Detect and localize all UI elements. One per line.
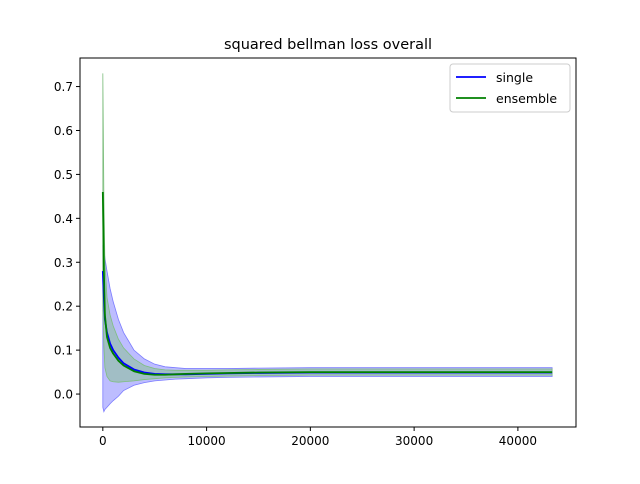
y-tick-label: 0.2 (54, 300, 73, 314)
y-axis: 0.0 0.1 0.2 0.3 0.4 0.5 0.6 0.7 (54, 80, 80, 402)
y-tick-label: 0.4 (54, 212, 73, 226)
x-tick-label: 0 (99, 434, 107, 448)
y-tick-label: 0.3 (54, 256, 73, 270)
y-tick-label: 0.7 (54, 80, 73, 94)
y-tick-label: 0.1 (54, 344, 73, 358)
legend-box (449, 63, 571, 113)
y-tick-label: 0.5 (54, 168, 73, 182)
legend: single ensemble (449, 63, 571, 113)
x-tick-label: 30000 (395, 434, 433, 448)
plot-frame (79, 57, 577, 428)
legend-label-single: single (496, 70, 533, 85)
chart-title: squared bellman loss overall (224, 37, 432, 53)
y-tick-label: 0.0 (54, 388, 73, 402)
band-ensemble (102, 73, 553, 383)
y-tick-label: 0.6 (54, 124, 73, 138)
series-lines (101, 191, 553, 376)
line-ensemble (101, 191, 553, 376)
x-tick-label: 20000 (291, 434, 329, 448)
confidence-bands (102, 73, 553, 413)
legend-label-ensemble: ensemble (496, 91, 557, 106)
x-tick-label: 40000 (499, 434, 537, 448)
x-tick-label: 10000 (188, 434, 226, 448)
x-axis: 0 10000 20000 30000 40000 (99, 427, 537, 448)
